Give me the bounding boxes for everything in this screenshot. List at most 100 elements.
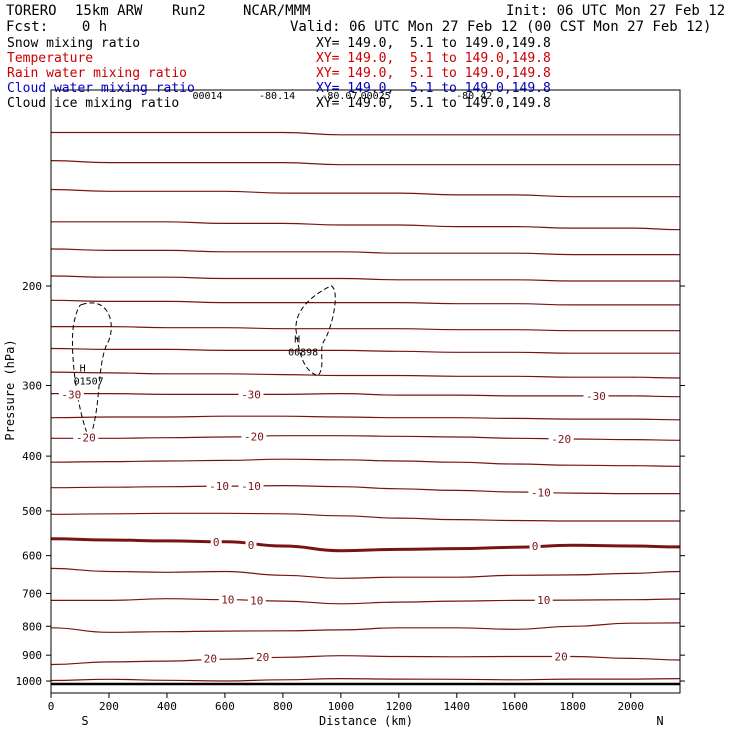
top-value-label: -80.07 (321, 91, 357, 102)
x-tick-label: 1800 (560, 700, 587, 713)
isotherm-label-bg (529, 540, 541, 553)
isotherm-label: -10 (209, 480, 229, 493)
isotherm-line (51, 677, 680, 682)
isotherm-line (51, 512, 680, 522)
isotherm-label: 0 (213, 536, 220, 549)
isotherm-label: 10 (250, 594, 263, 607)
x-tick-label: 1000 (328, 700, 355, 713)
plot-frame (50, 89, 681, 694)
isotherm-label: 10 (537, 594, 550, 607)
isotherm-label: -20 (76, 432, 96, 445)
isotherm-line (51, 622, 680, 633)
valid-time: Valid: 06 UTC Mon 27 Feb 12 (00 CST Mon … (290, 19, 712, 35)
forecast-hour: Fcst: 0 h (6, 19, 108, 35)
isotherm-line (51, 131, 680, 136)
isotherm-label-bg (534, 594, 553, 607)
isotherm-line (51, 484, 680, 495)
isotherm-label-bg (253, 650, 272, 663)
isotherm-label: -10 (241, 480, 261, 493)
isotherm-line (51, 188, 680, 198)
legend-temperature-xy: XY= 149.0, 5.1 to 149.0,149.8 (316, 51, 551, 66)
isotherm-label-bg (247, 594, 266, 607)
y-tick-label: 400 (22, 450, 42, 463)
top-value-label: 00014 (192, 91, 222, 102)
isotherm-line (51, 458, 680, 467)
isotherm-label: 0 (532, 540, 539, 553)
isotherm-line (51, 537, 680, 553)
legend-cloud-water-xy: XY= 149.0, 5.1 to 149.0,149.8 (316, 81, 551, 96)
isotherm-label-bg (238, 388, 264, 401)
legend-snow-name: Snow mixing ratio (7, 36, 141, 51)
y-tick-label: 800 (22, 620, 42, 633)
isotherm-line (51, 326, 680, 332)
isotherm-label-bg (528, 486, 554, 499)
y-tick-label: 900 (22, 649, 42, 662)
legend-cloud-ice-name: Cloud ice mixing ratio (7, 96, 180, 111)
x-tick-label: 0 (48, 700, 55, 713)
isotherm-label-bg (210, 536, 222, 549)
snow-contour (295, 285, 336, 377)
snow-high-value: 01507 (74, 377, 104, 388)
isotherm-label-bg (73, 431, 99, 444)
legend-rain-name: Rain water mixing ratio (7, 66, 188, 81)
run-name: Run2 (172, 3, 206, 19)
isotherm-label-bg (245, 538, 257, 551)
isotherm-label-bg (583, 389, 609, 402)
y-tick-label: 300 (22, 380, 42, 393)
isotherm-label: -20 (244, 430, 264, 443)
x-tick-label: 1200 (386, 700, 413, 713)
isotherm-label: -10 (531, 487, 551, 500)
legend-temperature-name: Temperature (7, 51, 94, 66)
y-tick-label: 500 (22, 505, 42, 518)
y-axis-label: Pressure (hPa) (3, 339, 17, 440)
organization: NCAR/MMM (243, 3, 311, 19)
isotherm-label: -30 (61, 388, 81, 401)
y-tick-label: 600 (22, 550, 42, 563)
y-tick-label: 1000 (16, 675, 43, 688)
isotherm-label-bg (238, 480, 264, 493)
isotherm-line (51, 435, 680, 441)
top-value-label: 00025 (361, 91, 391, 102)
isotherm-line (51, 221, 680, 231)
isotherm-label: -20 (551, 433, 571, 446)
isotherm-label: 20 (555, 651, 568, 664)
x-tick-label: 200 (99, 700, 119, 713)
isotherm-line (51, 567, 680, 579)
direction-north: N (656, 714, 663, 728)
isotherm-label: 0 (248, 539, 255, 552)
isotherm-line (51, 655, 680, 666)
isotherm-line (51, 371, 680, 379)
isotherm-label-bg (206, 480, 232, 493)
legend-cloud-ice-xy: XY= 149.0, 5.1 to 149.0,149.8 (316, 96, 551, 111)
isotherm-line (51, 160, 680, 166)
snow-high-marker: H (294, 335, 300, 346)
isotherm-line (51, 392, 680, 398)
isotherm-label-bg (201, 652, 220, 665)
isotherm-label-bg (58, 388, 84, 401)
x-tick-label: 1600 (502, 700, 529, 713)
x-tick-label: 2000 (617, 700, 644, 713)
isotherm-label-bg (552, 650, 571, 663)
isotherm-label: -30 (241, 388, 261, 401)
isotherm-label-bg (548, 432, 574, 445)
isotherm-line (51, 299, 680, 306)
snow-high-marker: H (80, 364, 86, 375)
isotherm-label-bg (241, 430, 267, 443)
x-tick-label: 1400 (444, 700, 471, 713)
x-axis-label: Distance (km) (319, 714, 413, 728)
legend-rain-xy: XY= 149.0, 5.1 to 149.0,149.8 (316, 66, 551, 81)
isotherm-label: 20 (204, 652, 217, 665)
snow-contour (71, 302, 112, 442)
direction-south: S (81, 714, 88, 728)
model-name: TORERO (6, 3, 57, 19)
isotherm-label: 10 (221, 594, 234, 607)
isotherm-line (51, 347, 680, 354)
isotherm-line (51, 248, 680, 256)
isotherm-line (51, 415, 680, 421)
model-resolution: 15km ARW (75, 3, 143, 19)
x-tick-label: 400 (157, 700, 177, 713)
legend-cloud-water-name: Cloud water mixing ratio (7, 81, 195, 96)
y-tick-label: 200 (22, 280, 42, 293)
init-time: Init: 06 UTC Mon 27 Feb 12 (506, 3, 726, 19)
